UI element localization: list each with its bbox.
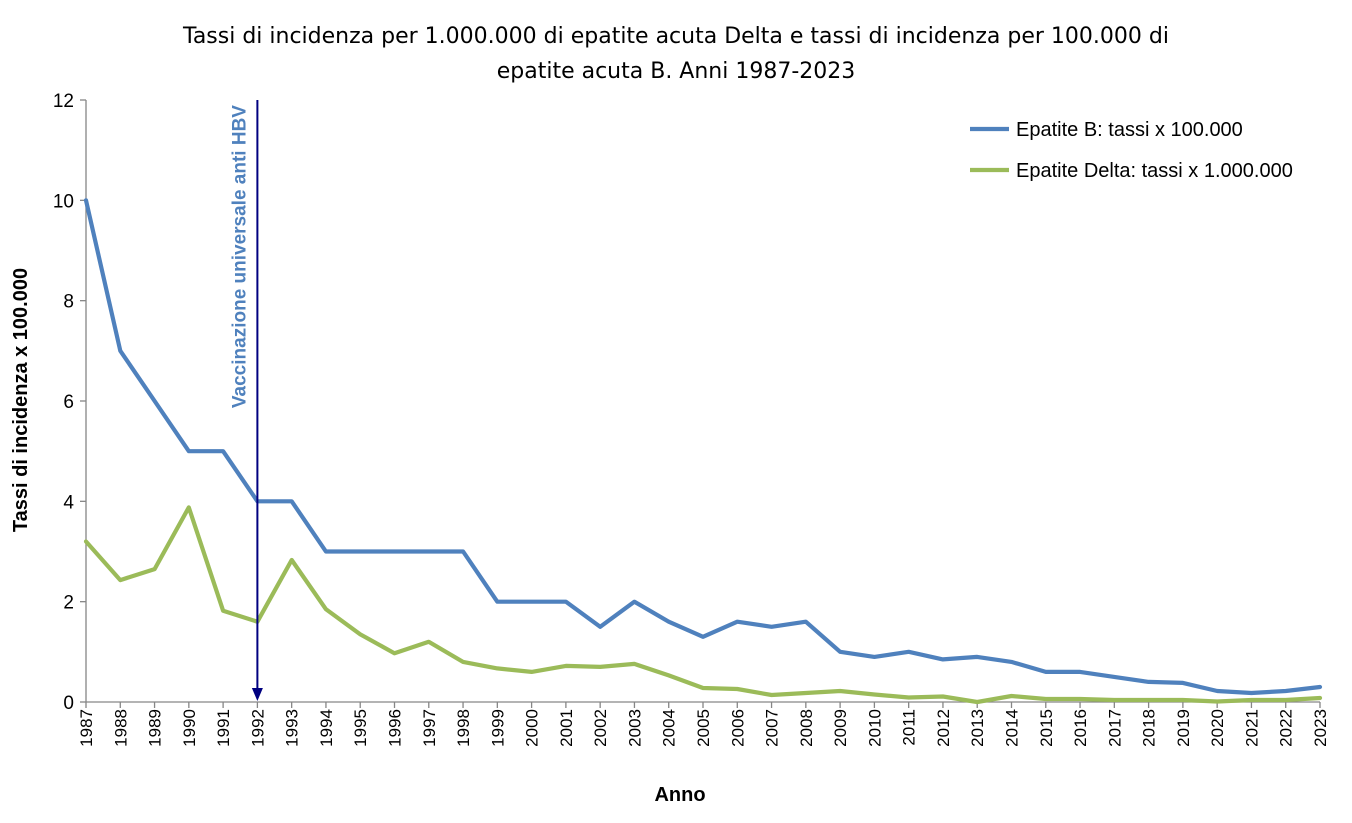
x-tick-label: 2008 (797, 709, 816, 747)
chart-title-line-2: epatite acuta B. Anni 1987-2023 (497, 59, 856, 84)
x-tick-label: 1994 (317, 709, 336, 747)
x-tick-label: 1996 (386, 709, 405, 747)
legend-label: Epatite B: tassi x 100.000 (1016, 119, 1243, 141)
x-tick-label: 2018 (1140, 709, 1159, 747)
y-tick-label: 12 (53, 91, 74, 112)
x-tick-label: 2003 (625, 709, 644, 747)
legend: Epatite B: tassi x 100.000 Epatite Delta:… (970, 119, 1293, 182)
series-layer (83, 198, 1323, 705)
x-tick-label: 2004 (660, 709, 679, 747)
x-tick-label: 2022 (1277, 709, 1296, 747)
x-tick-label: 2015 (1037, 709, 1056, 747)
vaccination-arrow-head (251, 688, 263, 701)
x-tick-label: 1997 (420, 709, 439, 747)
y-tick-label: 4 (63, 492, 74, 513)
legend-label: Epatite Delta: tassi x 1.000.000 (1016, 160, 1293, 182)
x-tick-label: 2017 (1105, 709, 1124, 747)
x-tick-label: 2006 (728, 709, 747, 747)
x-tick-label: 2005 (694, 709, 713, 747)
x-tick-label: 2021 (1242, 709, 1261, 747)
x-tick-label: 2012 (934, 709, 953, 747)
chart-title-line-1: Tassi di incidenza per 1.000.000 di epat… (182, 24, 1169, 49)
x-tick-label: 1990 (180, 709, 199, 747)
vaccination-annotation: Vaccinazione universale anti HBV (229, 100, 263, 701)
y-tick-label: 0 (63, 693, 74, 714)
y-axis-label: Tassi di incidenza x 100.000 (10, 268, 32, 532)
x-tick-label: 2000 (523, 709, 542, 747)
x-tick-label: 1987 (77, 709, 96, 747)
x-tick-label: 1993 (283, 709, 302, 747)
x-tick-label: 2014 (1003, 709, 1022, 747)
y-tick-label: 6 (63, 392, 74, 413)
y-ticks: 0 2 4 6 8 10 12 (53, 91, 86, 714)
x-tick-label: 1998 (454, 709, 473, 747)
x-tick-label: 2013 (968, 709, 987, 747)
x-tick-label: 2020 (1208, 709, 1227, 747)
x-tick-label: 1999 (488, 709, 507, 747)
x-tick-label: 2001 (557, 709, 576, 747)
x-tick-label: 2009 (831, 709, 850, 747)
x-axis-label: Anno (654, 784, 705, 806)
series-line-epatite-delta (83, 505, 1323, 705)
x-tick-label: 2010 (865, 709, 884, 747)
x-tick-label: 2019 (1174, 709, 1193, 747)
x-tick-label: 2007 (763, 709, 782, 747)
x-tick-label: 2016 (1071, 709, 1090, 747)
y-tick-label: 10 (53, 191, 74, 212)
x-tick-label: 1992 (248, 709, 267, 747)
x-tick-label: 1995 (351, 709, 370, 747)
vaccination-annotation-text: Vaccinazione universale anti HBV (229, 105, 250, 408)
x-tick-label: 1988 (111, 709, 130, 747)
y-tick-label: 8 (63, 292, 74, 313)
x-tick-label: 1989 (146, 709, 165, 747)
x-tick-label: 2002 (591, 709, 610, 747)
x-tick-label: 2011 (900, 709, 919, 746)
series-line-epatite-b (83, 198, 1323, 696)
x-ticks: 1987 1988 1989 1990 1991 1992 1993 1994 1995 1996… (77, 702, 1330, 747)
x-tick-label: 1991 (214, 709, 233, 747)
y-tick-label: 2 (63, 593, 74, 614)
x-tick-label: 2023 (1311, 709, 1330, 747)
